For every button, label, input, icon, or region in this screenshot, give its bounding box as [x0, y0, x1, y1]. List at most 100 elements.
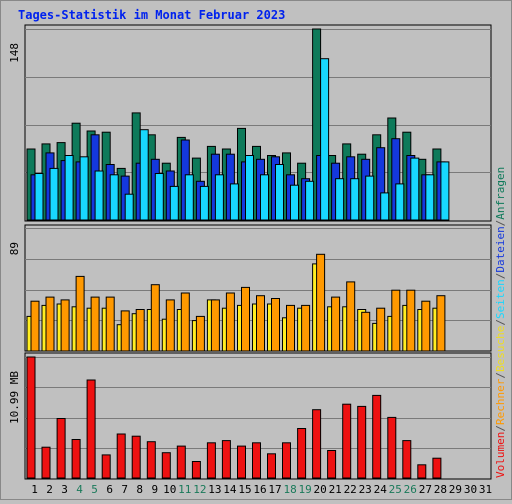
bar-rechner-day-26: [406, 289, 416, 352]
bar-volumen-day-25: [387, 416, 397, 479]
panel-hits: 148: [8, 24, 492, 222]
bar-rechner-day-1: [30, 300, 40, 352]
xtick-day-24: 24: [374, 483, 388, 496]
panel-frame-hits: [24, 24, 492, 222]
bar-volumen-day-20: [312, 409, 322, 479]
bar-volumen-day-21: [327, 450, 337, 479]
legend-dateien: Dateien: [494, 226, 507, 272]
xtick-day-26: 26: [404, 483, 417, 496]
legend-separator: /: [494, 273, 507, 280]
bar-seiten-day-23: [365, 175, 375, 221]
bar-volumen-day-18: [282, 442, 291, 479]
bar-rechner-day-10: [165, 299, 175, 352]
bar-volumen-day-15: [237, 445, 246, 479]
bar-rechner-day-24: [376, 307, 386, 352]
legend-separator: /: [494, 372, 507, 379]
bar-volumen-day-23: [357, 405, 367, 479]
xtick-day-19: 19: [298, 483, 311, 496]
bar-seiten-day-15: [245, 155, 254, 221]
bar-rechner-day-28: [436, 295, 446, 352]
bar-volumen-day-6: [101, 454, 111, 479]
xtick-day-15: 15: [238, 483, 251, 496]
bar-volumen-day-11: [176, 445, 186, 479]
bar-seiten-day-28: [440, 161, 450, 221]
legend-seiten: Seiten: [494, 279, 507, 319]
bar-seiten-day-10: [169, 185, 179, 221]
bar-volumen-day-19: [297, 428, 307, 479]
bar-seiten-day-17: [275, 164, 284, 221]
xtick-day-17: 17: [268, 483, 281, 496]
bar-volumen-day-17: [267, 453, 276, 479]
xtick-day-8: 8: [136, 483, 143, 496]
xtick-day-11: 11: [178, 483, 191, 496]
bar-rechner-day-13: [210, 299, 220, 352]
bar-rechner-day-21: [331, 296, 341, 352]
xtick-day-23: 23: [359, 483, 372, 496]
xtick-day-7: 7: [121, 483, 128, 496]
xtick-day-2: 2: [46, 483, 53, 496]
bar-rechner-day-16: [256, 295, 265, 352]
bar-volumen-day-2: [41, 446, 51, 479]
bar-rechner-day-4: [75, 275, 85, 352]
bar-seiten-day-6: [109, 174, 119, 221]
bar-volumen-day-22: [342, 403, 352, 479]
bar-rechner-day-2: [45, 296, 55, 352]
bar-volumen-day-16: [252, 442, 261, 479]
bar-rechner-day-14: [225, 292, 235, 352]
xtick-day-27: 27: [419, 483, 432, 496]
bar-rechner-day-6: [105, 296, 115, 352]
legend-besuche: Besuche: [494, 326, 507, 372]
bar-rechner-day-5: [90, 296, 100, 352]
bar-rechner-day-11: [180, 292, 190, 352]
bar-seiten-day-14: [229, 183, 239, 221]
bar-volumen-day-8: [131, 435, 141, 479]
xtick-day-28: 28: [434, 483, 447, 496]
xtick-day-30: 30: [464, 483, 477, 496]
panel-frame-volume: [24, 352, 492, 480]
bar-seiten-day-27: [425, 174, 435, 221]
bar-rechner-day-9: [150, 284, 160, 352]
bar-seiten-day-13: [214, 174, 224, 221]
xtick-day-5: 5: [91, 483, 98, 496]
bar-seiten-day-7: [124, 193, 134, 221]
xtick-day-10: 10: [163, 483, 176, 496]
bar-seiten-day-26: [410, 157, 420, 221]
bar-rechner-day-20: [316, 253, 326, 352]
bar-rechner-day-17: [271, 298, 280, 352]
xtick-day-25: 25: [389, 483, 402, 496]
panel-volume: 10.99 MB: [8, 352, 492, 480]
xtick-day-31: 31: [479, 483, 492, 496]
bar-rechner-day-8: [135, 309, 145, 352]
xtick-day-4: 4: [76, 483, 83, 496]
bar-seiten-day-19: [305, 180, 315, 221]
xtick-day-22: 22: [344, 483, 357, 496]
legend-anfragen: Anfragen: [494, 167, 507, 220]
bar-rechner-day-18: [286, 304, 295, 352]
bar-seiten-day-25: [395, 183, 405, 221]
bar-volumen-day-14: [221, 440, 231, 479]
bar-seiten-day-5: [94, 170, 104, 221]
right-legend: Volumen/Rechner/Besuche/Seiten/Dateien/A…: [494, 167, 507, 478]
bar-volumen-day-4: [71, 439, 81, 479]
bar-volumen-day-10: [161, 452, 171, 479]
bar-rechner-day-23: [361, 311, 371, 352]
bar-seiten-day-24: [380, 192, 390, 221]
bar-seiten-day-9: [154, 173, 164, 221]
xtick-day-3: 3: [61, 483, 68, 496]
xtick-day-29: 29: [449, 483, 462, 496]
xtick-day-12: 12: [193, 483, 206, 496]
bar-volumen-day-26: [402, 440, 412, 479]
bar-seiten-day-21: [335, 178, 345, 221]
xtick-day-20: 20: [313, 483, 326, 496]
xtick-day-9: 9: [151, 483, 158, 496]
bar-volumen-day-24: [372, 394, 382, 479]
bar-seiten-day-2: [49, 167, 59, 221]
bar-volumen-day-9: [146, 441, 156, 479]
bar-rechner-day-19: [301, 304, 311, 352]
ytick-label-hits: 148: [8, 43, 21, 63]
panel-visits: 89: [8, 224, 492, 352]
ytick-label-volume: 10.99 MB: [8, 371, 21, 424]
bar-rechner-day-22: [346, 281, 356, 352]
xtick-day-1: 1: [31, 483, 38, 496]
